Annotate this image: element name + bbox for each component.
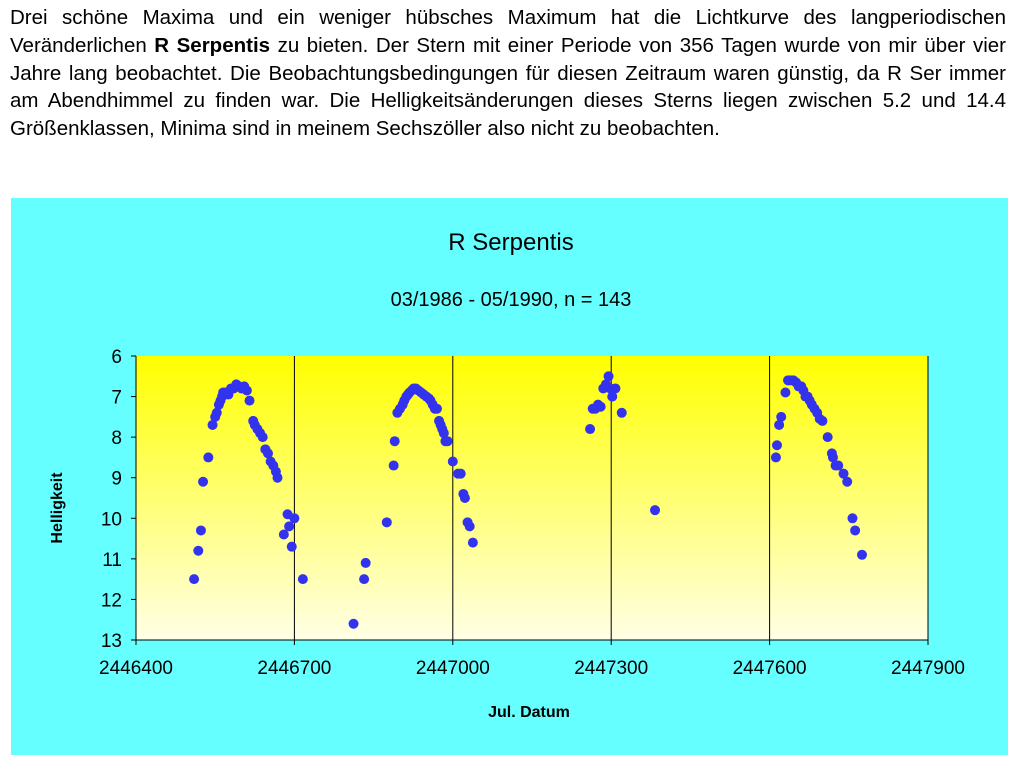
data-point: [459, 493, 470, 503]
y-tick-label: 8: [111, 428, 122, 449]
data-point: [776, 411, 787, 422]
data-point: [847, 513, 858, 524]
intro-text-2: zu bieten. Der Stern mit einer Periode v…: [10, 33, 1006, 141]
chart-subtitle: 03/1986 - 05/1990, n = 143: [391, 289, 632, 311]
chart-title: R Serpentis: [448, 229, 573, 256]
chart-panel: R Serpentis 03/1986 - 05/1990, n = 143 2…: [11, 198, 1008, 755]
data-point: [278, 529, 289, 540]
y-tick-label: 10: [101, 509, 122, 530]
data-point: [207, 419, 218, 430]
data-point: [595, 401, 606, 412]
data-point: [616, 407, 627, 418]
plot-area: [136, 356, 928, 640]
data-point: [447, 456, 458, 467]
data-point: [838, 468, 849, 479]
data-point: [770, 452, 781, 463]
data-point: [603, 371, 614, 382]
data-point: [857, 549, 867, 560]
data-point: [827, 452, 838, 463]
data-point: [389, 436, 400, 447]
data-point: [610, 383, 621, 394]
data-point: [359, 574, 370, 585]
light-curve-chart: R Serpentis 03/1986 - 05/1990, n = 143 2…: [49, 229, 965, 721]
data-point: [297, 574, 308, 585]
data-point: [442, 436, 453, 447]
x-tick-label: 2446400: [99, 658, 173, 679]
data-point: [263, 448, 273, 459]
data-point: [360, 557, 371, 568]
data-point: [464, 521, 475, 532]
data-point: [817, 415, 828, 426]
data-point: [822, 432, 833, 443]
data-point: [585, 424, 596, 435]
data-point: [388, 460, 399, 471]
data-point: [381, 517, 392, 528]
data-point: [241, 385, 252, 396]
data-point: [774, 419, 785, 430]
x-tick-label: 2447300: [574, 658, 648, 679]
x-tick-label: 2447000: [416, 658, 490, 679]
data-point: [211, 407, 222, 418]
data-point: [348, 618, 359, 629]
data-point: [286, 541, 297, 552]
data-point: [195, 525, 206, 536]
data-point: [780, 387, 791, 398]
data-point: [198, 476, 209, 487]
y-tick-label: 7: [111, 388, 122, 409]
data-point: [203, 452, 214, 463]
data-point: [257, 432, 268, 443]
data-point: [284, 521, 295, 532]
data-point: [438, 428, 449, 439]
x-tick-label: 2447600: [733, 658, 807, 679]
y-tick-label: 9: [111, 469, 122, 490]
star-name: R Serpentis: [154, 33, 271, 57]
data-point: [431, 403, 442, 414]
data-point: [850, 525, 861, 536]
data-point: [650, 505, 661, 516]
y-axis-label: Helligkeit: [49, 472, 66, 544]
x-tick-label: 2447900: [891, 658, 965, 679]
y-tick-label: 13: [101, 631, 122, 652]
y-tick-label: 12: [101, 590, 122, 611]
intro-text-1: Drei schöne Maxima und ein weniger hübsc…: [10, 6, 1006, 57]
intro-paragraph: Drei schöne Maxima und ein weniger hübsc…: [10, 4, 1006, 143]
data-point: [289, 513, 300, 524]
data-point: [193, 545, 204, 556]
x-axis-label: Jul. Datum: [488, 704, 570, 721]
data-point: [771, 440, 782, 451]
data-point: [842, 476, 853, 487]
y-tick-label: 6: [111, 347, 122, 368]
data-point: [833, 460, 844, 471]
data-point: [272, 472, 283, 483]
data-point: [455, 468, 466, 479]
x-tick-label: 2446700: [257, 658, 331, 679]
data-point: [607, 391, 618, 402]
data-point: [244, 395, 255, 406]
y-tick-label: 11: [102, 550, 122, 571]
data-point: [467, 537, 478, 548]
data-point: [189, 574, 200, 585]
